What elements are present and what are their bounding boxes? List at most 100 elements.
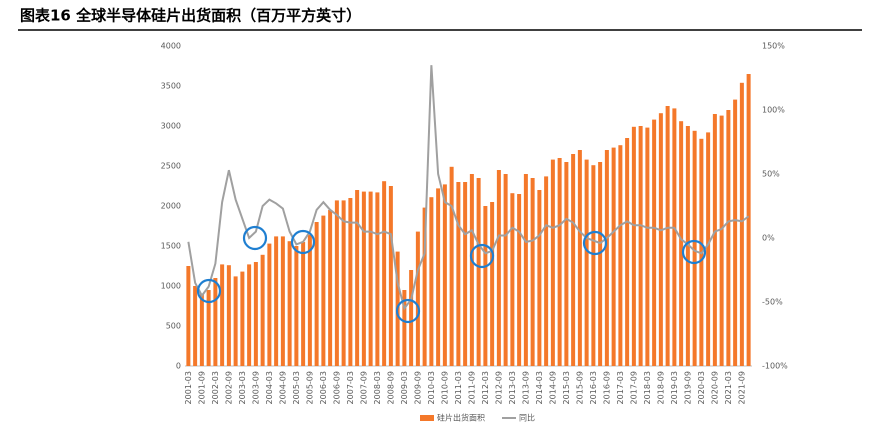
bar xyxy=(348,198,353,366)
x-tick-label: 2009-09 xyxy=(413,371,422,404)
bar xyxy=(591,165,596,366)
bar xyxy=(665,106,670,366)
bar xyxy=(328,210,333,366)
x-tick-label: 2007-03 xyxy=(346,371,355,404)
x-tick-label: 2021-09 xyxy=(737,371,746,404)
bar xyxy=(631,126,636,366)
bar xyxy=(685,126,690,366)
x-tick-label: 2003-03 xyxy=(238,371,247,404)
bar xyxy=(503,174,508,366)
y2-tick-label: 100% xyxy=(762,106,785,115)
x-tick-label: 2016-03 xyxy=(589,371,598,404)
highlight-circle xyxy=(290,229,316,255)
bar xyxy=(368,191,373,366)
y-tick-label: 2000 xyxy=(161,202,181,211)
bar xyxy=(712,114,717,366)
x-tick-label: 2021-03 xyxy=(724,371,733,404)
bar xyxy=(564,162,569,366)
x-tick-label: 2005-09 xyxy=(305,371,314,404)
bar xyxy=(476,178,481,366)
bar xyxy=(388,186,393,366)
bar xyxy=(658,113,663,366)
y-tick-label: 3000 xyxy=(161,122,181,131)
bar xyxy=(422,207,427,366)
highlight-circle xyxy=(242,225,268,251)
x-tick-label: 2014-09 xyxy=(548,371,557,404)
bar xyxy=(193,286,198,366)
bar xyxy=(355,190,360,366)
bar xyxy=(220,264,225,366)
x-tick-label: 2013-09 xyxy=(521,371,530,404)
bar xyxy=(206,290,211,366)
legend-label: 同比 xyxy=(519,413,535,423)
highlight-circle xyxy=(196,278,222,304)
bar xyxy=(463,182,468,366)
bar xyxy=(706,132,711,366)
bar xyxy=(510,193,515,366)
y-tick-label: 1500 xyxy=(161,242,181,251)
bar xyxy=(199,294,204,366)
x-tick-label: 2004-09 xyxy=(278,371,287,404)
bar xyxy=(537,190,542,366)
x-tick-label: 2006-03 xyxy=(319,371,328,404)
bar xyxy=(719,115,724,366)
highlight-circle xyxy=(395,298,421,324)
x-tick-label: 2007-09 xyxy=(359,371,368,404)
bar xyxy=(557,158,562,366)
bar xyxy=(550,159,555,366)
bar xyxy=(571,154,576,366)
x-tick-label: 2016-09 xyxy=(602,371,611,404)
bar xyxy=(611,147,616,366)
line-series xyxy=(187,65,750,311)
bar xyxy=(652,119,657,366)
y-tick-label: 4000 xyxy=(161,42,181,51)
x-tick-label: 2003-09 xyxy=(251,371,260,404)
bar xyxy=(739,82,744,367)
bar xyxy=(287,241,292,366)
legend-label: 硅片出货面积 xyxy=(437,413,485,423)
bar xyxy=(544,176,549,366)
bar xyxy=(625,138,630,366)
x-tick-label: 2017-09 xyxy=(629,371,638,404)
bar xyxy=(280,236,285,366)
y-tick-label: 500 xyxy=(166,322,181,331)
bar xyxy=(260,254,265,366)
bar xyxy=(334,200,339,366)
y-tick-label: 1000 xyxy=(161,282,181,291)
bar xyxy=(321,215,326,366)
bar xyxy=(598,162,603,366)
bar xyxy=(645,127,650,366)
y2-tick-label: 150% xyxy=(762,42,785,51)
bar xyxy=(584,159,589,366)
y2-tick-label: 0% xyxy=(762,234,775,243)
x-tick-label: 2002-09 xyxy=(224,371,233,404)
x-tick-label: 2012-09 xyxy=(494,371,503,404)
x-tick-label: 2017-03 xyxy=(616,371,625,404)
bar xyxy=(638,126,643,366)
x-tick-label: 2018-03 xyxy=(643,371,652,404)
bar xyxy=(436,188,441,366)
bar xyxy=(577,150,582,366)
bar xyxy=(361,191,366,366)
y2-tick-label: -100% xyxy=(762,362,788,371)
x-tick-label: 2006-09 xyxy=(332,371,341,404)
bar xyxy=(409,270,414,366)
x-tick-label: 2011-03 xyxy=(454,371,463,404)
bar xyxy=(523,174,528,366)
x-tick-label: 2014-03 xyxy=(535,371,544,404)
x-tick-label: 2010-03 xyxy=(427,371,436,404)
bar xyxy=(672,108,677,367)
x-tick-label: 2013-03 xyxy=(508,371,517,404)
bar xyxy=(341,200,346,366)
x-tick-label: 2008-03 xyxy=(373,371,382,404)
bar xyxy=(530,178,535,366)
bar xyxy=(692,130,697,366)
bar xyxy=(213,278,218,366)
y2-tick-label: -50% xyxy=(762,298,783,307)
bar xyxy=(618,145,623,366)
annotations xyxy=(196,225,707,324)
bar xyxy=(442,184,447,366)
highlight-circle xyxy=(681,239,707,265)
bar xyxy=(267,243,272,366)
highlight-circle xyxy=(469,243,495,269)
